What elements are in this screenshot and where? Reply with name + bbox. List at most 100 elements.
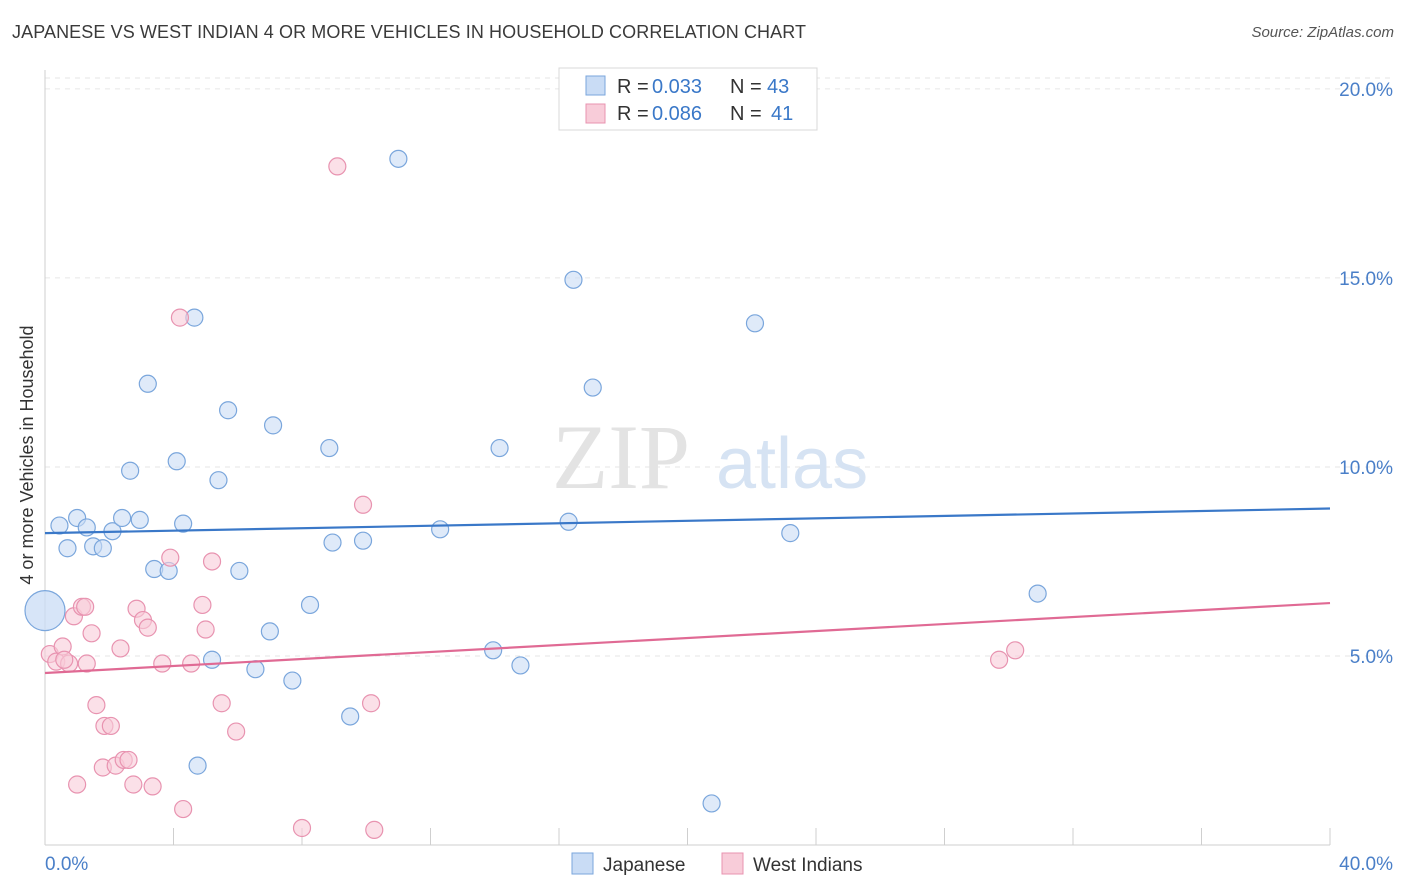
japanese-point [1028,584,1047,603]
japanese-point [202,650,222,669]
japanese-point [431,520,450,539]
west-indian-point [182,654,201,673]
west-indian-point [202,552,222,571]
japanese-point [230,561,249,581]
japanese-point [484,641,503,660]
y-tick-label: 15.0% [1339,269,1393,290]
japanese-point [320,438,339,458]
japanese-trend-line [44,507,1331,535]
legend-r-value-japanese: 0.033 [652,76,702,98]
japanese-point [781,524,800,543]
japanese-point [300,595,320,615]
west-indian-point [227,722,246,741]
japanese-point [167,452,186,471]
west-indian-point [361,694,381,713]
watermark-zip: ZIP [552,406,690,508]
bottom-legend: Japanese West Indians [571,852,862,876]
west-indian-point [87,696,106,715]
japanese-point [353,531,373,550]
japanese-point [50,516,69,535]
japanese-point [745,314,765,333]
legend-r-label-west-indians: R = [617,103,649,125]
west-indian-point [55,650,74,669]
legend-r-value-west-indians: 0.086 [652,103,702,125]
trend-lines [44,507,1331,675]
west-indian-point [138,618,157,637]
bottom-legend-label-japanese: Japanese [603,855,685,876]
bottom-legend-label-west-indians: West Indians [753,855,862,876]
japanese-point [246,660,265,679]
japanese-point [121,461,140,480]
west-indian-point [212,694,231,713]
japanese-point [188,756,207,775]
west-indian-point [119,750,138,770]
west-indian-point [82,624,101,643]
legend-n-value-japanese: 43 [767,76,789,98]
japanese-point [219,401,238,420]
legend-n-label-west-indians: N = [730,103,762,125]
japanese-point [138,374,157,393]
west-indian-point [153,654,172,673]
japanese-point [283,671,302,690]
west-indian-point [101,716,120,736]
japanese-point [263,416,283,435]
west-indian-point [196,620,215,639]
x-tick-marks [44,828,1331,845]
source-label: Source: ZipAtlas.com [1251,24,1394,41]
west-indian-point [68,775,87,794]
x-tick-label-min: 0.0% [45,854,88,875]
west-indian-point [161,548,180,567]
japanese-point [323,533,342,552]
japanese-points [24,149,1047,813]
west-indian-points [40,157,1025,839]
watermark-atlas: atlas [716,424,868,504]
y-tick-label: 10.0% [1339,458,1393,479]
west-indian-point [353,495,373,514]
y-tick-label: 20.0% [1339,80,1393,101]
japanese-point [341,707,360,726]
japanese-point [389,149,408,168]
japanese-point [209,471,228,490]
west-indian-point [328,157,347,176]
legend-box: R = 0.033 N = 43 R = 0.086 N = 41 [558,67,818,131]
legend-swatch-japanese [585,75,606,96]
west-indian-point [124,775,143,794]
west-indian-point [193,595,212,615]
bottom-legend-swatch-japanese [571,852,594,875]
japanese-point [112,508,132,528]
japanese-point [260,622,279,641]
legend-swatch-west-indians [585,103,606,124]
west-indian-point [1006,641,1025,660]
japanese-point [702,794,721,813]
japanese-point [559,512,578,531]
chart-title: JAPANESE VS WEST INDIAN 4 OR MORE VEHICL… [12,22,807,42]
west-indian-point [77,654,96,673]
west-indian-trend-line [44,601,1331,675]
japanese-point [130,510,149,529]
west-indian-point [143,777,162,796]
japanese-point [174,514,193,533]
west-indian-point [76,597,95,616]
japanese-point [24,590,66,632]
west-indian-point [111,639,130,658]
west-indian-point [292,818,312,838]
japanese-point [583,378,602,397]
west-indian-point [170,308,190,327]
y-tick-labels: 5.0% 10.0% 15.0% 20.0% [1339,80,1393,668]
watermark: ZIP atlas [552,406,868,508]
west-indian-point [990,650,1009,669]
japanese-point [58,539,77,558]
legend-n-value-west-indians: 41 [771,103,793,125]
bottom-legend-swatch-west-indians [721,852,744,875]
west-indian-point [365,820,384,839]
y-axis-label: 4 or more Vehicles in Household [17,325,37,584]
x-tick-label-max: 40.0% [1339,854,1393,875]
japanese-point [490,438,509,458]
west-indian-point [174,799,193,819]
legend-r-label-japanese: R = [617,76,649,98]
legend-n-label-japanese: N = [730,76,762,98]
japanese-point [93,539,112,558]
y-tick-label: 5.0% [1350,647,1393,668]
japanese-point [511,656,530,675]
